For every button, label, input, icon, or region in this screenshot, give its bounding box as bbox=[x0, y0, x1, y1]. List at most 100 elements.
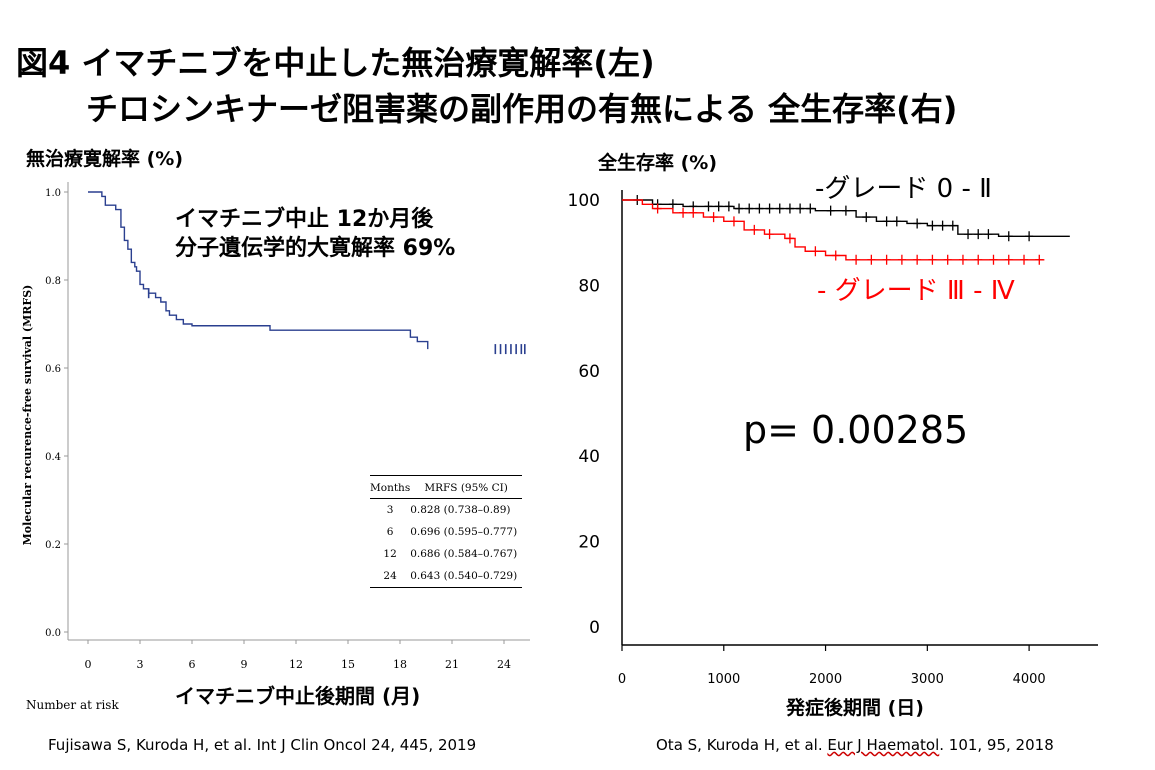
right-x-tick-label: 4000 bbox=[1013, 672, 1046, 687]
right-censor-mark-black bbox=[841, 205, 850, 216]
left-x-tick-label: 15 bbox=[341, 658, 355, 671]
right-y-tick-label: 0 bbox=[589, 618, 600, 638]
right-x-tick-label: 2000 bbox=[809, 672, 842, 687]
right-censor-mark-black bbox=[928, 220, 937, 231]
right-censor-mark-red bbox=[974, 254, 983, 265]
table-cell-months: 3 bbox=[386, 504, 394, 516]
right-km-curve-black bbox=[622, 199, 1070, 237]
p-value: p= 0.00285 bbox=[743, 408, 969, 452]
right-censor-mark-black bbox=[862, 212, 871, 223]
right-censor-mark-black bbox=[735, 203, 744, 214]
left-y-tick-label: 0.8 bbox=[45, 276, 61, 287]
right-censor-mark-black bbox=[1004, 231, 1013, 242]
table-row: 3 0.828 (0.738–0.89) bbox=[370, 499, 522, 522]
table-cell-mrfs: 0.696 (0.595–0.777) bbox=[410, 526, 518, 538]
left-x-tick-label: 24 bbox=[497, 658, 511, 671]
right-censor-mark-red bbox=[882, 254, 891, 265]
right-x-axis-label: 発症後期間 (日) bbox=[786, 697, 924, 719]
right-censor-mark-black bbox=[796, 203, 805, 214]
right-censor-mark-red bbox=[689, 207, 698, 218]
right-censor-mark-black bbox=[964, 229, 973, 240]
right-censor-mark-black bbox=[974, 229, 983, 240]
left-y-tick-label: 0.2 bbox=[45, 540, 61, 551]
table-cell-mrfs: 0.686 (0.584–0.767) bbox=[410, 548, 518, 560]
table-row: 12 0.686 (0.584–0.767) bbox=[370, 543, 522, 565]
right-censor-mark-black bbox=[913, 218, 922, 229]
table-cell-months: 6 bbox=[386, 526, 394, 538]
right-y-tick-label: 40 bbox=[578, 447, 600, 467]
left-annotation: イマチニブ中止 12か月後 分子遺伝学的大寛解率 69% bbox=[175, 205, 455, 263]
right-y-tick-label: 20 bbox=[578, 533, 600, 553]
table-cell-months: 24 bbox=[370, 565, 411, 588]
left-y-axis-label-jp: 無治療寛解率 (%) bbox=[26, 148, 184, 170]
right-censor-mark-black bbox=[745, 203, 754, 214]
right-censor-mark-red bbox=[913, 254, 922, 265]
right-censor-mark-black bbox=[892, 216, 901, 227]
citation-right-journal: Eur J Haematol bbox=[827, 736, 940, 754]
right-censor-mark-black bbox=[806, 203, 815, 214]
left-x-tick-label: 12 bbox=[289, 658, 303, 671]
left-x-tick-label: 0 bbox=[85, 658, 92, 671]
right-censor-mark-black bbox=[826, 205, 835, 216]
right-censor-mark-red bbox=[958, 254, 967, 265]
right-censor-mark-black bbox=[714, 201, 723, 212]
left-x-axis-label: イマチニブ中止後期間 (月) bbox=[175, 684, 421, 708]
citation-left: Fujisawa S, Kuroda H, et al. Int J Clin … bbox=[48, 736, 477, 754]
right-km-curve-red bbox=[622, 199, 1045, 261]
legend-grade-0-2: -グレード 0 - Ⅱ bbox=[815, 174, 992, 204]
right-censor-mark-black bbox=[785, 203, 794, 214]
citation-right-pre: Ota S, Kuroda H, et al. bbox=[656, 736, 828, 754]
table-header-months: Months bbox=[370, 475, 411, 499]
right-x-tick-label: 3000 bbox=[911, 672, 944, 687]
right-censor-mark-black bbox=[668, 199, 677, 210]
right-censor-mark-red bbox=[943, 254, 952, 265]
right-censor-mark-red bbox=[989, 254, 998, 265]
table-header-mrfs: MRFS (95% CI) bbox=[410, 475, 522, 499]
right-censor-mark-black bbox=[1025, 231, 1034, 242]
title-line-1: 図4 イマチニブを中止した無治療寛解率(左) bbox=[16, 44, 655, 82]
right-censor-mark-red bbox=[1035, 254, 1044, 265]
citation-right-post: . 101, 95, 2018 bbox=[939, 736, 1054, 754]
right-censor-mark-red bbox=[1004, 254, 1013, 265]
left-x-tick-label: 9 bbox=[241, 658, 248, 671]
title-line-2: チロシンキナーゼ阻害薬の副作用の有無による 全生存率(右) bbox=[86, 90, 958, 128]
annotation-line-1: イマチニブ中止 12か月後 bbox=[175, 207, 434, 232]
right-censor-mark-red bbox=[653, 203, 662, 214]
right-censor-mark-red bbox=[867, 254, 876, 265]
left-y-tick-label: 0.0 bbox=[45, 628, 61, 639]
table-row: 6 0.696 (0.595–0.777) bbox=[370, 521, 522, 543]
right-censor-mark-black bbox=[938, 220, 947, 231]
right-censor-mark-black bbox=[775, 203, 784, 214]
left-x-tick-label: 6 bbox=[189, 658, 196, 671]
right-x-tick-label: 1000 bbox=[707, 672, 740, 687]
right-censor-mark-black bbox=[724, 201, 733, 212]
table-cell-mrfs: 0.828 (0.738–0.89) bbox=[410, 504, 511, 516]
right-censor-mark-red bbox=[852, 254, 861, 265]
right-y-tick-label: 60 bbox=[578, 362, 600, 382]
number-at-risk-label: Number at risk bbox=[26, 698, 119, 712]
right-censor-mark-red bbox=[811, 246, 820, 257]
left-chart: 0.0 0.2 0.4 0.6 0.8 1.0 0 3 6 9 12 15 18 21 24 bbox=[45, 182, 530, 671]
right-censor-mark-red bbox=[679, 207, 688, 218]
mrfs-table: Months MRFS (95% CI) 3 0.828 (0.738–0.89… bbox=[370, 475, 522, 588]
table-cell-mrfs: 0.643 (0.540–0.729) bbox=[410, 565, 522, 588]
left-x-tick-label: 18 bbox=[393, 658, 407, 671]
right-censor-mark-red bbox=[928, 254, 937, 265]
right-censor-mark-red bbox=[831, 250, 840, 261]
legend-grade-3-4: - グレード Ⅲ - Ⅳ bbox=[817, 276, 1015, 306]
right-censor-mark-black bbox=[765, 203, 774, 214]
right-censor-mark-black bbox=[984, 229, 993, 240]
table-row: 24 0.643 (0.540–0.729) bbox=[370, 565, 522, 588]
left-y-tick-label: 1.0 bbox=[45, 188, 61, 199]
right-censor-mark-red bbox=[1020, 254, 1029, 265]
left-y-axis-label-en: Molecular recurence-free survival (MRFS) bbox=[21, 285, 34, 546]
right-censor-mark-red bbox=[729, 216, 738, 227]
annotation-line-2: 分子遺伝学的大寛解率 69% bbox=[175, 236, 456, 261]
slide-title: 図4 イマチニブを中止した無治療寛解率(左) チロシンキナーゼ阻害薬の副作用の有… bbox=[16, 40, 957, 132]
left-x-tick-label: 21 bbox=[445, 658, 459, 671]
right-censor-mark-red bbox=[709, 212, 718, 223]
left-y-tick-label: 0.4 bbox=[45, 452, 61, 463]
right-censor-mark-red bbox=[785, 233, 794, 244]
